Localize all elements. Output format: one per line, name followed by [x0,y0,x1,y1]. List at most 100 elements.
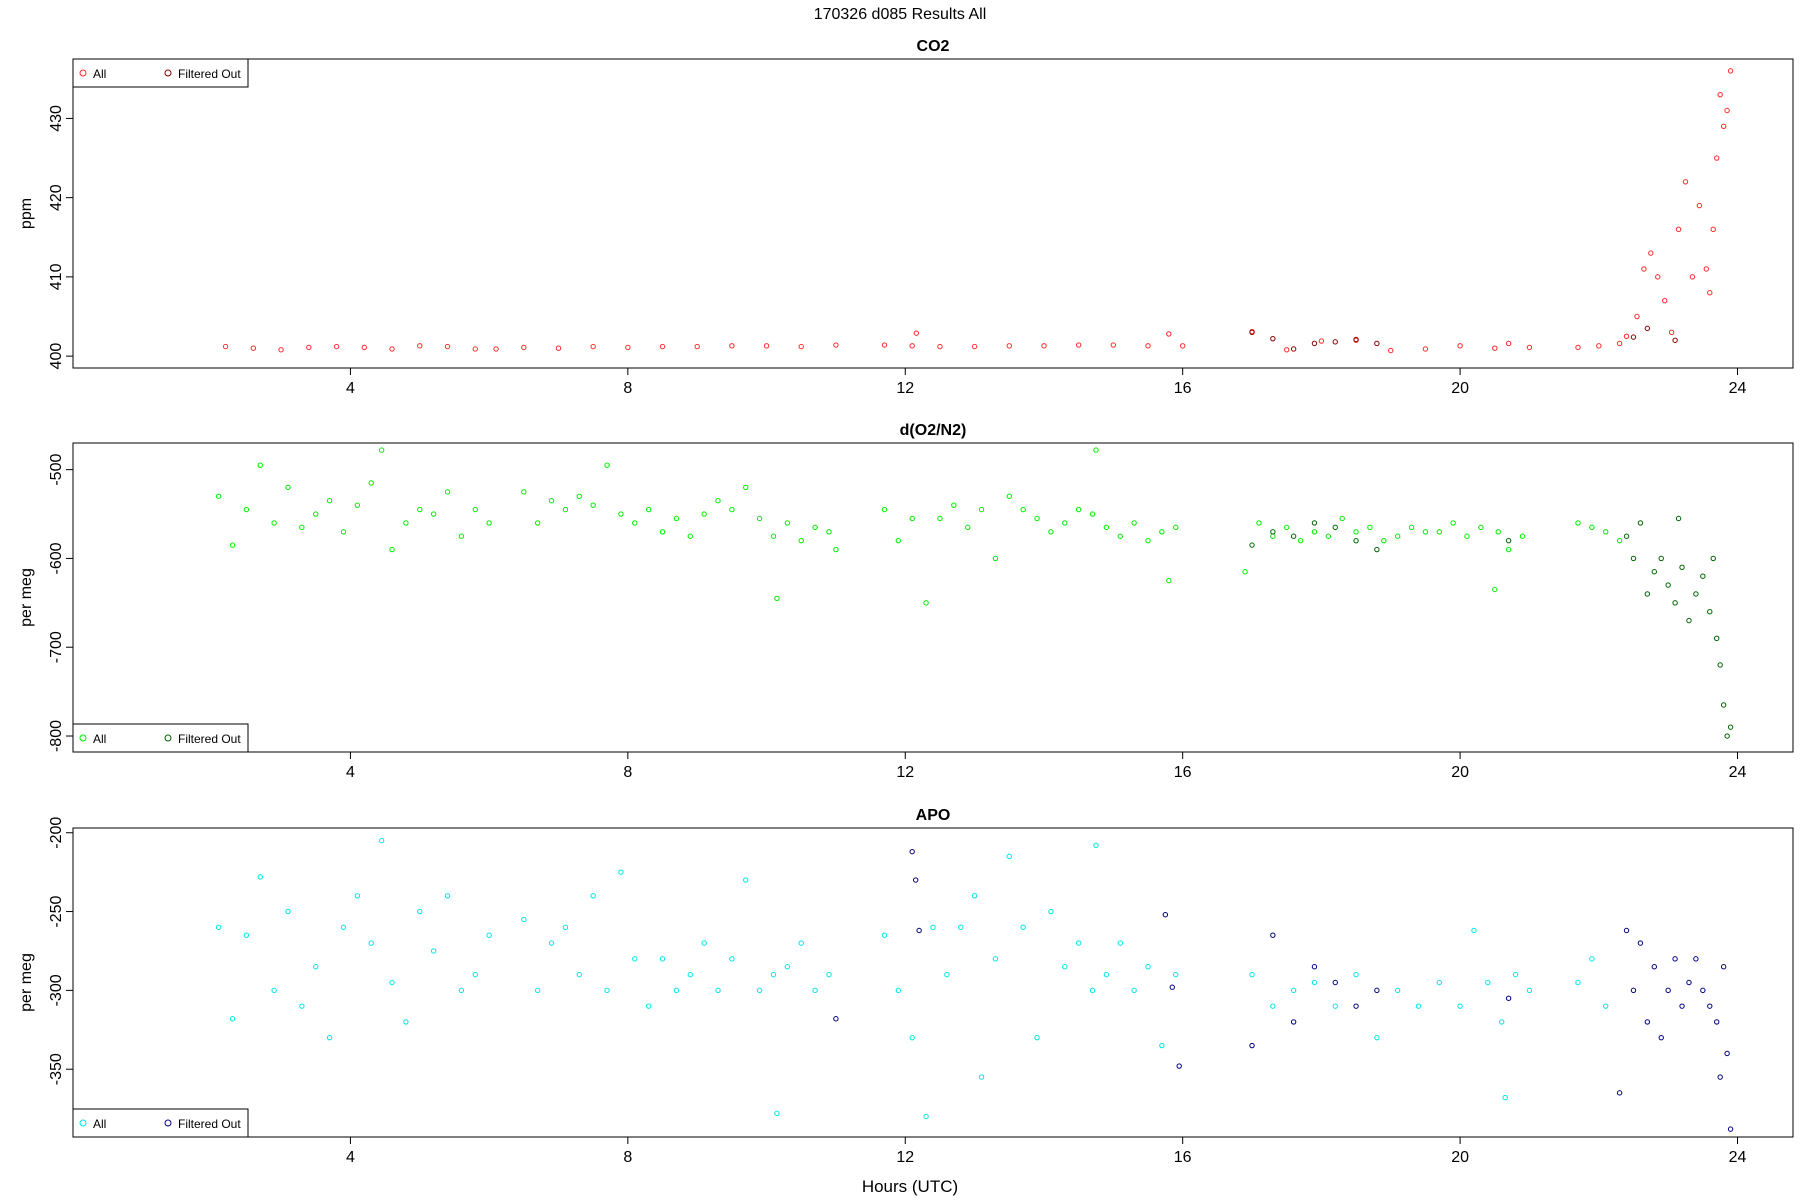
data-point [285,908,291,915]
data-point [645,1003,652,1009]
data-point [1665,582,1671,588]
data-point [618,511,624,517]
data-point [923,600,929,606]
data-point [715,498,721,504]
data-point [521,916,527,923]
data-point [1492,586,1498,593]
data-point [1249,329,1255,336]
data-point [895,537,902,544]
data-point [645,506,652,513]
data-point [548,498,555,504]
data-point [756,515,763,522]
data-point [576,493,582,499]
data-point [389,979,395,986]
data-point [1717,1074,1723,1080]
data-point [1651,964,1657,970]
data-point [1145,537,1151,544]
data-point [326,1034,333,1041]
data-point [1006,853,1012,860]
y-axis-label: ppm [18,198,35,229]
data-point [1623,533,1630,539]
data-point [1505,340,1512,347]
data-point [1724,1050,1730,1057]
data-point [1290,533,1297,539]
data-point [1249,971,1255,978]
data-point [1034,1034,1040,1041]
data-point [1270,932,1276,938]
data-point [770,971,777,978]
data-point [1117,533,1123,539]
data-point [1644,1019,1651,1025]
legend-marker [164,734,172,742]
data-point [1682,179,1689,185]
data-point [784,520,791,526]
data-point [313,511,319,517]
data-point [378,447,385,453]
data-point [521,489,527,495]
data-point [1249,1042,1255,1049]
data-point [299,1003,305,1009]
data-point [1707,609,1713,615]
data-point [1689,274,1696,280]
data-point [444,489,451,495]
data-point [1717,91,1723,98]
data-point [1575,520,1581,526]
data-point [1093,447,1099,453]
data-point [1075,940,1082,946]
data-point [1727,724,1734,730]
data-point [555,345,562,351]
data-point [1093,842,1099,849]
data-point [340,924,347,931]
data-point [1367,524,1373,531]
data-point [659,956,666,962]
data-point [1006,493,1012,499]
data-point [812,987,818,994]
data-point [378,837,385,844]
data-point [1117,940,1123,946]
data-point [430,511,437,517]
data-point [1717,662,1723,668]
data-point [1270,335,1276,342]
data-point [215,924,222,931]
data-point [417,343,423,349]
legend-label: Filtered Out [178,1117,241,1131]
data-point [1249,542,1255,548]
data-point [354,502,361,508]
data-point [1512,971,1519,978]
legend: All Filtered Out [72,723,249,753]
data-point [1596,343,1602,349]
data-point [701,940,707,946]
x-tick-label: 12 [896,1149,914,1166]
data-point [590,893,596,899]
data-point [1284,524,1290,531]
plot-frame [72,442,1794,753]
x-tick-label: 8 [623,764,632,781]
x-tick-label: 12 [896,380,914,397]
data-point [971,893,978,899]
data-point [1270,1003,1276,1009]
data-point [1374,340,1380,347]
data-point [1256,520,1262,526]
panel-co2: CO2 ppm 4 8 12 16 20 24 400 410 420 430 All Filtered … [18,38,1794,397]
legend-box [72,58,249,88]
data-point [895,987,902,994]
y-axis-label: per meg [18,953,35,1012]
data-point [1648,250,1654,256]
data-point [1641,266,1647,272]
data-point [729,956,735,962]
data-point [1672,600,1678,606]
data-point [1679,1003,1685,1009]
data-point [618,869,624,875]
data-point [1353,336,1359,343]
data-point [229,1016,236,1022]
data-point [1499,1019,1505,1025]
data-point [1495,529,1501,535]
data-point [1505,546,1512,553]
data-point [673,515,680,522]
data-point [1353,537,1359,544]
legend-marker [79,734,87,742]
legend-box [72,723,249,753]
data-point [1589,956,1595,962]
data-point [1686,979,1692,986]
